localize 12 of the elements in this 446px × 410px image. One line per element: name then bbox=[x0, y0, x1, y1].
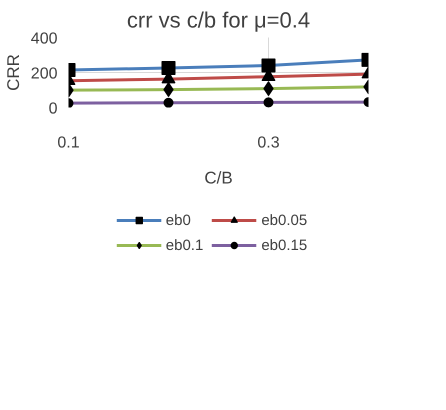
legend-label: eb0 bbox=[166, 212, 191, 228]
y-tick-label: 400 bbox=[30, 30, 58, 48]
x-axis-title: C/B bbox=[204, 168, 233, 188]
x-tick-label: 0.1 bbox=[57, 134, 80, 152]
legend-label: eb0.05 bbox=[261, 212, 308, 228]
y-tick-label: 200 bbox=[30, 66, 58, 82]
x-tick-label: 0.3 bbox=[257, 134, 280, 152]
y-axis-title: CRR bbox=[4, 54, 23, 91]
legend-label: eb0.1 bbox=[166, 236, 204, 254]
chart-title: crr vs c/b for μ=0.4 bbox=[126, 8, 310, 32]
legend-label: eb0.15 bbox=[261, 236, 308, 254]
y-tick-label: 0 bbox=[48, 100, 58, 118]
